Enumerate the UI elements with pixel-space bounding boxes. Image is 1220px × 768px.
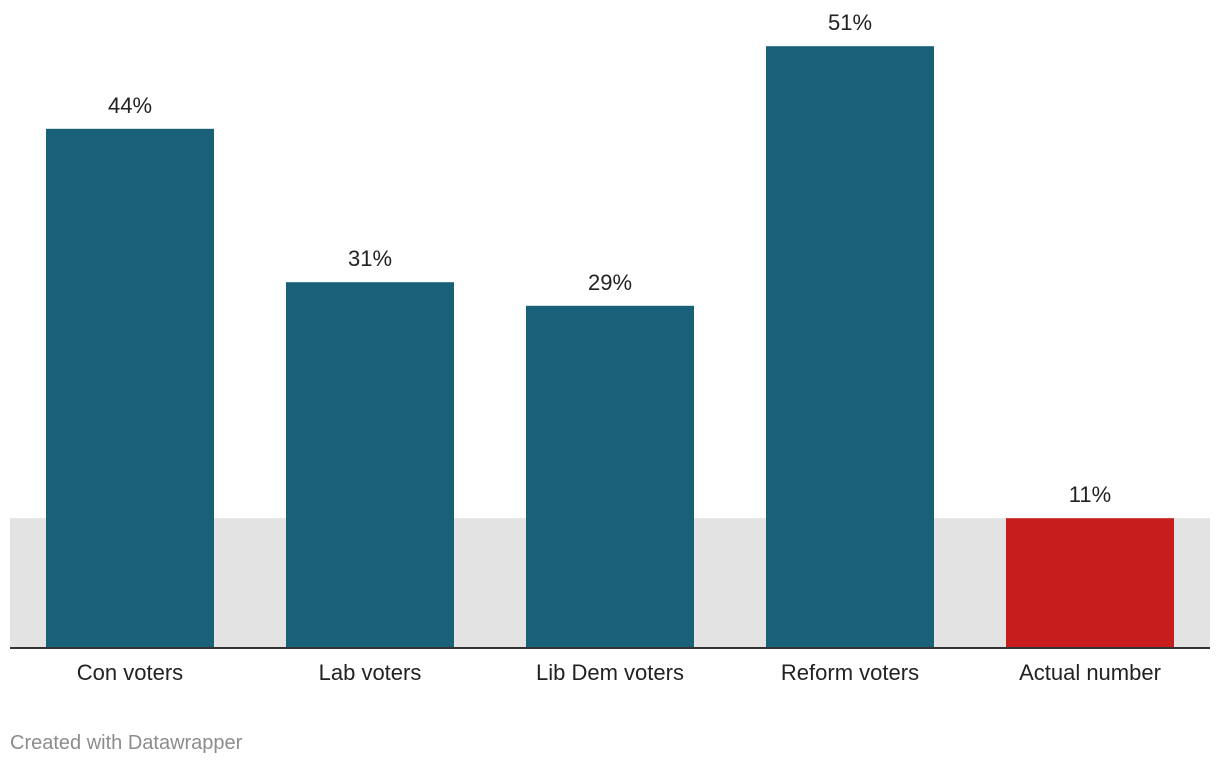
- value-label-lab-voters: 31%: [348, 246, 392, 271]
- bar-reform-voters: [766, 46, 934, 648]
- footer-credit: Created with Datawrapper: [10, 732, 243, 754]
- bar-actual-number: [1006, 518, 1174, 648]
- bar-lab-voters: [286, 282, 454, 648]
- x-tick-label-lib-dem-voters: Lib Dem voters: [536, 660, 684, 685]
- x-tick-label-reform-voters: Reform voters: [781, 660, 919, 685]
- x-axis-tick-labels: Con voters Lab voters Lib Dem voters Reform…: [77, 660, 1161, 685]
- value-label-lib-dem-voters: 29%: [588, 270, 632, 295]
- bars-group: [46, 46, 1174, 649]
- x-tick-label-actual-number: Actual number: [1019, 660, 1161, 685]
- value-label-con-voters: 44%: [108, 93, 152, 118]
- bar-lib-dem-voters: [526, 305, 694, 648]
- value-label-actual-number: 11%: [1069, 482, 1111, 507]
- x-tick-label-lab-voters: Lab voters: [319, 660, 422, 685]
- value-labels-group: 44% 31% 29% 51% 11%: [108, 10, 1111, 507]
- bar-con-voters: [46, 128, 214, 649]
- value-label-reform-voters: 51%: [828, 10, 872, 35]
- x-tick-label-con-voters: Con voters: [77, 660, 183, 685]
